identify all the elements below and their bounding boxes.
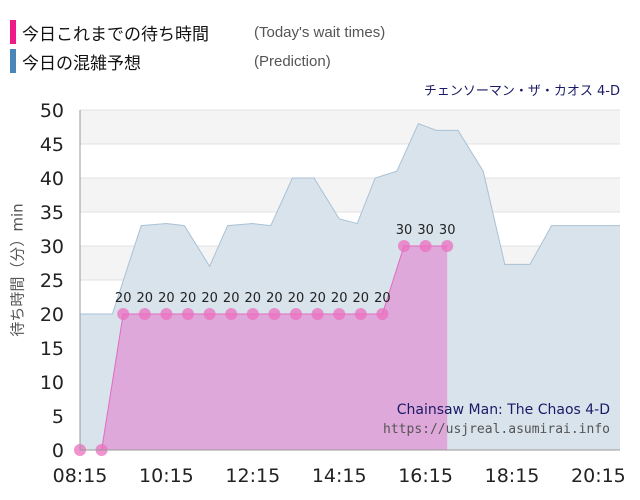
data-label: 20 [374,291,391,306]
x-tick-label: 16:15 [398,465,453,487]
data-point [354,308,367,320]
actual-area [80,246,448,450]
y-tick-label: 25 [40,270,64,292]
y-tick-label: 10 [40,372,64,394]
prediction-line [80,122,620,315]
data-label: 20 [288,291,305,306]
data-label: 20 [245,291,262,306]
data-label: 30 [417,223,434,238]
data-point [333,308,346,320]
data-point [225,308,238,320]
legend-note-actual: (Today's wait times) [254,23,386,41]
x-tick-label: 20:15 [571,465,626,487]
data-label: 30 [396,223,413,238]
y-tick-label: 20 [40,304,64,326]
data-label: 20 [331,291,348,306]
y-tick-label: 50 [40,100,64,122]
plot-band [80,110,620,144]
data-label: 20 [115,291,132,306]
data-point [290,308,302,320]
data-point [376,308,389,320]
legend-label-actual: 今日これまでの待ち時間 [22,24,209,45]
y-tick-label: 5 [52,406,64,428]
data-label: 20 [266,291,283,306]
data-point [268,308,281,320]
data-point [138,308,151,320]
legend-item-actual: 今日これまでの待ち時間 (Today's wait times) [10,19,385,45]
attraction-title: チェンソーマン・ザ・カオス 4-D [423,84,620,99]
data-point [398,240,410,252]
x-tick-label: 14:15 [312,465,367,487]
plot-band [80,144,620,178]
data-label: 20 [309,291,326,306]
x-tick-label: 12:15 [225,465,280,487]
watermark-title: Chainsaw Man: The Chaos 4-D [396,402,610,418]
data-label: 20 [137,291,154,306]
y-axis-label: 待ち時間（分）min [8,203,27,337]
y-tick-label: 40 [40,168,64,190]
legend-note-prediction: (Prediction) [254,52,331,70]
y-tick-label: 0 [52,440,64,462]
y-tick-label: 15 [40,338,64,360]
y-tick-label: 45 [40,134,64,156]
watermark-url: https://usjreal.asumirai.info [383,422,610,437]
data-label: 20 [201,291,218,306]
data-point [203,308,216,320]
data-label: 20 [158,291,175,306]
data-label: 20 [180,291,197,306]
y-tick-label: 35 [40,202,64,224]
data-point [182,308,194,320]
data-point [246,308,259,320]
legend-swatch-prediction [10,49,16,73]
data-label: 20 [223,291,240,306]
data-point [311,308,324,320]
data-point [419,240,432,252]
y-tick-label: 30 [40,236,64,258]
data-point [160,308,173,320]
x-tick-label: 10:15 [139,465,194,487]
legend-swatch-actual [10,20,16,44]
data-point [441,240,454,252]
data-label: 20 [353,291,370,306]
plot-band [80,178,620,212]
legend-label-prediction: 今日の混雑予想 [22,53,141,74]
legend-item-prediction: 今日の混雑予想 (Prediction) [10,48,331,74]
data-label: 30 [439,223,456,238]
x-tick-label: 18:15 [485,465,540,487]
data-point [117,308,130,320]
x-tick-label: 08:15 [53,465,108,487]
